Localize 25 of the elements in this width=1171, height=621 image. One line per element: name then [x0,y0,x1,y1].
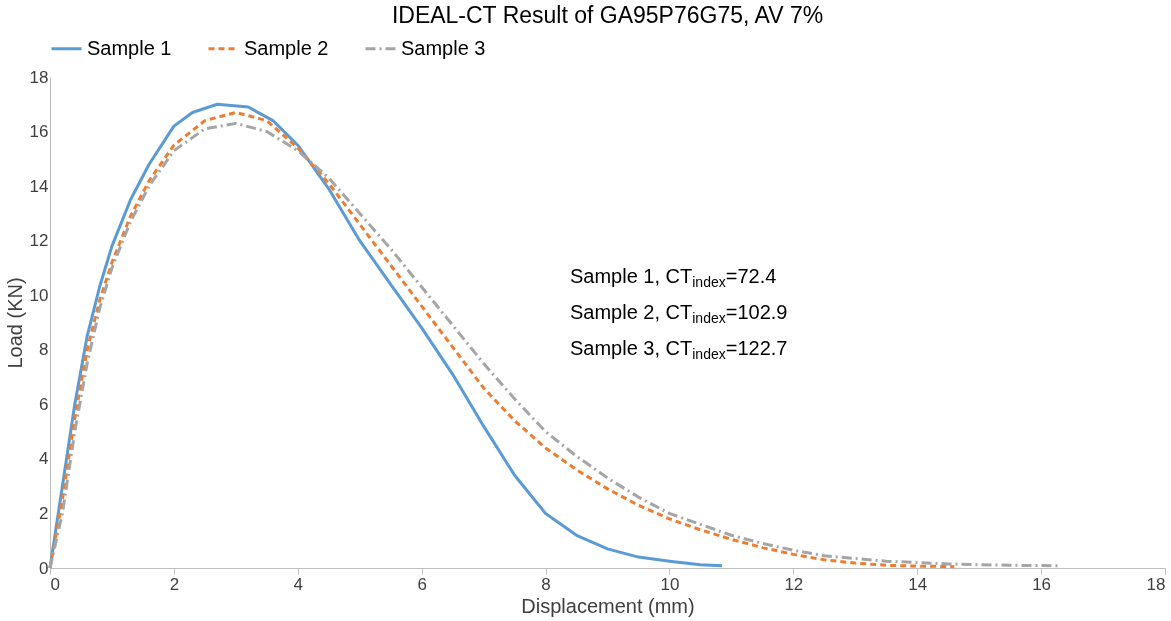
x-tick-label: 2 [169,574,180,594]
y-tick-label: 4 [39,449,49,469]
x-tick-label: 18 [1146,574,1166,594]
y-tick-label: 14 [29,176,49,196]
legend-label: Sample 2 [244,36,329,59]
y-tick-label: 8 [39,340,49,360]
x-tick-label: 16 [1032,574,1052,594]
x-tick-label: 14 [908,574,928,594]
x-tick-label: 10 [660,574,680,594]
x-tick-label: 8 [541,574,551,594]
y-tick-label: 2 [39,503,49,523]
y-axis-title: Load (KN) [3,277,26,369]
y-tick-label: 6 [39,394,49,414]
y-tick-label: 16 [29,122,49,142]
y-tick-label: 12 [29,231,49,251]
y-tick-label: 0 [39,558,49,578]
legend-label: Sample 3 [401,36,486,59]
x-tick-label: 4 [293,574,304,594]
chart-title: IDEAL-CT Result of GA95P76G75, AV 7% [391,2,824,28]
x-tick-label: 6 [417,574,427,594]
y-tick-label: 18 [29,67,49,87]
y-tick-label: 10 [29,285,49,305]
legend-label: Sample 1 [87,36,172,59]
x-axis-title: Displacement (mm) [521,594,695,617]
x-tick-label: 12 [784,574,804,594]
